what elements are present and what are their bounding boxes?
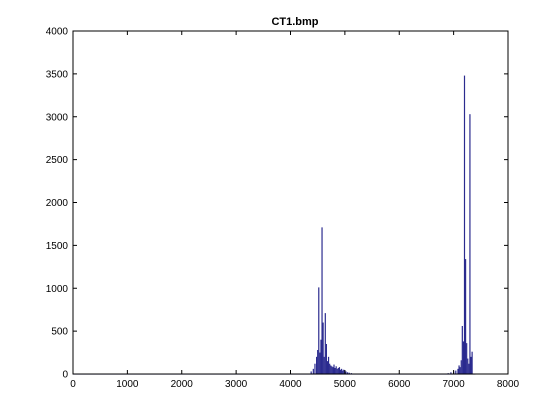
x-tick-label: 1000 xyxy=(116,379,139,390)
x-tick-label: 2000 xyxy=(171,379,194,390)
x-tick-label: 7000 xyxy=(443,379,466,390)
histogram-bar xyxy=(470,356,472,374)
histogram-bar xyxy=(321,227,323,374)
y-tick-label: 3000 xyxy=(46,112,69,123)
histogram-bar xyxy=(461,325,463,374)
histogram-bar xyxy=(338,367,341,374)
y-tick-label: 3500 xyxy=(46,69,69,80)
y-tick-label: 0 xyxy=(62,370,68,381)
histogram-bar xyxy=(345,371,347,374)
y-tick-label: 4000 xyxy=(46,27,69,38)
histogram-bar xyxy=(463,75,466,374)
histogram-bar xyxy=(343,369,345,374)
histogram-bar xyxy=(339,369,342,374)
histogram-bar xyxy=(324,313,326,374)
histogram-bar xyxy=(330,365,332,374)
histogram-bar xyxy=(317,349,319,374)
histogram-bar xyxy=(457,368,459,374)
histogram-bar xyxy=(346,372,349,374)
histogram-bar xyxy=(318,287,320,374)
histogram-bar xyxy=(323,356,325,374)
x-tick-label: 5000 xyxy=(334,379,357,390)
histogram-bar xyxy=(314,363,316,374)
plot-frame xyxy=(72,30,509,375)
x-tick-label: 6000 xyxy=(388,379,411,390)
histogram-bar xyxy=(326,361,329,374)
histogram-bar xyxy=(466,343,468,374)
histogram-bar xyxy=(335,366,337,374)
histogram-bar xyxy=(334,367,336,374)
chart-title: CT1.bmp xyxy=(271,16,318,28)
histogram-bar xyxy=(312,368,314,374)
histogram-bar xyxy=(310,371,312,374)
histogram-bar xyxy=(337,367,339,374)
histogram-bar xyxy=(460,360,462,374)
histogram-bar xyxy=(336,368,338,374)
histogram-bar xyxy=(348,372,350,374)
histogram-bar xyxy=(320,339,322,374)
x-tick-label: 3000 xyxy=(225,379,248,390)
histogram-bar xyxy=(327,356,330,374)
histogram-bar xyxy=(322,322,324,374)
histogram-bar xyxy=(341,368,343,374)
histogram-bar xyxy=(332,367,334,374)
histogram-bar xyxy=(329,363,331,374)
histogram-bar xyxy=(316,356,318,374)
histogram-bar xyxy=(467,358,469,374)
histogram-bar xyxy=(471,351,473,374)
histogram-bar xyxy=(342,370,344,374)
y-tick-label: 1000 xyxy=(46,284,69,295)
histogram-bar xyxy=(462,341,465,374)
histogram-bar xyxy=(450,372,452,374)
x-tick-label: 8000 xyxy=(497,379,520,390)
y-tick-label: 2000 xyxy=(46,198,69,209)
histogram-bar xyxy=(455,370,457,374)
histogram-bar xyxy=(325,343,327,374)
x-tick-label: 0 xyxy=(70,379,76,390)
histogram-bar xyxy=(333,364,335,374)
y-tick-label: 1500 xyxy=(46,241,69,252)
histogram-bar xyxy=(468,363,470,374)
histogram-bar xyxy=(319,352,321,374)
y-tick-label: 500 xyxy=(51,327,68,338)
axes-group: 0 1000 2000 3000 4000 5000 6000 7000 8000 0 500 100… xyxy=(46,27,520,391)
histogram-bar xyxy=(459,367,461,374)
x-tick-label: 4000 xyxy=(279,379,302,390)
plot-area xyxy=(73,31,508,374)
histogram-bar xyxy=(464,259,467,374)
y-tick-label: 2500 xyxy=(46,155,69,166)
histogram-bar xyxy=(331,366,333,374)
histogram-bar xyxy=(458,365,460,374)
histogram-bar xyxy=(469,114,471,375)
